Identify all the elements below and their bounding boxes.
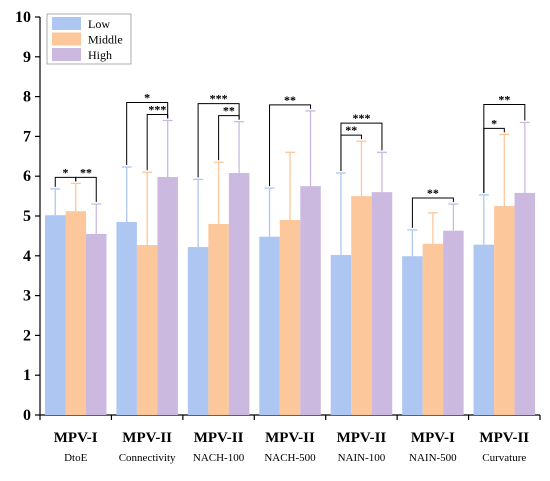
bar bbox=[371, 192, 393, 415]
y-tick-label: 8 bbox=[23, 89, 31, 106]
bar bbox=[473, 244, 495, 415]
bar bbox=[422, 243, 444, 415]
bars bbox=[45, 173, 536, 415]
group-label-sub: DtoE bbox=[64, 452, 88, 464]
y-tick-label: 0 bbox=[23, 407, 31, 424]
significance-bracket bbox=[411, 197, 454, 228]
bar bbox=[208, 223, 229, 415]
group-label-sub: NAIN-500 bbox=[409, 452, 457, 464]
group-label-sub: NAIN-100 bbox=[338, 452, 386, 464]
x-axis-labels: MPV-I DtoE MPV-II Connectivity MPV-II NACH-10… bbox=[54, 430, 530, 464]
significance-label: ** bbox=[345, 123, 357, 137]
y-tick-label: 4 bbox=[23, 248, 31, 265]
group-label-main: MPV-I bbox=[411, 430, 455, 446]
bar bbox=[351, 196, 372, 415]
y-tick-label: 9 bbox=[23, 49, 31, 66]
group-label-main: MPV-II bbox=[122, 430, 172, 446]
legend-label: Middle bbox=[88, 33, 123, 47]
y-tick-label: 7 bbox=[23, 128, 31, 145]
significance-bracket bbox=[269, 104, 312, 187]
legend-swatch bbox=[52, 32, 81, 46]
y-tick-label: 10 bbox=[15, 9, 31, 26]
bar bbox=[279, 219, 301, 415]
significance-bracket bbox=[146, 113, 169, 171]
significance-brackets: * *********************** bbox=[54, 90, 526, 228]
significance-label: *** bbox=[148, 102, 166, 116]
bar bbox=[228, 173, 250, 415]
significance-label: ** bbox=[427, 186, 439, 200]
error-bars bbox=[50, 110, 530, 257]
bar bbox=[187, 247, 209, 415]
bar bbox=[116, 221, 137, 415]
bar bbox=[65, 211, 86, 415]
legend-label: Low bbox=[88, 17, 110, 31]
y-tick-label: 2 bbox=[23, 327, 31, 344]
bar bbox=[86, 233, 107, 415]
group-label-sub: NACH-500 bbox=[264, 452, 316, 464]
significance-label: * bbox=[144, 90, 150, 104]
group-label-sub: Curvature bbox=[482, 452, 526, 464]
y-tick-label: 3 bbox=[23, 288, 31, 305]
group-label-main: MPV-II bbox=[265, 430, 315, 446]
group-label-sub: NACH-100 bbox=[193, 452, 245, 464]
significance-bracket bbox=[75, 176, 97, 203]
y-tick-label: 1 bbox=[23, 367, 31, 384]
significance-label: ** bbox=[80, 165, 92, 179]
significance-bracket bbox=[218, 115, 240, 161]
significance-bracket bbox=[126, 101, 169, 166]
group-label-sub: Connectivity bbox=[119, 452, 176, 464]
bar bbox=[45, 215, 66, 415]
legend-swatch bbox=[52, 48, 81, 61]
significance-label: ** bbox=[284, 93, 296, 107]
bar bbox=[300, 186, 321, 415]
bar bbox=[494, 206, 515, 415]
bar bbox=[136, 245, 158, 415]
bar bbox=[259, 236, 280, 415]
bar bbox=[443, 230, 464, 415]
significance-label: * bbox=[491, 116, 497, 130]
group-label-main: MPV-I bbox=[54, 430, 98, 446]
legend-swatch bbox=[52, 17, 81, 30]
group-label-main: MPV-II bbox=[479, 430, 529, 446]
significance-label: * bbox=[63, 165, 69, 179]
significance-label: *** bbox=[352, 111, 370, 125]
significance-label: ** bbox=[498, 92, 510, 106]
group-label-main: MPV-II bbox=[337, 430, 387, 446]
significance-bracket bbox=[483, 127, 505, 193]
bar bbox=[402, 256, 423, 415]
significance-bracket bbox=[340, 134, 362, 172]
y-tick-label: 6 bbox=[23, 168, 31, 185]
significance-label: *** bbox=[210, 92, 228, 106]
significance-label: ** bbox=[223, 104, 235, 118]
significance-bracket bbox=[197, 103, 240, 178]
bar bbox=[330, 255, 352, 415]
bar bbox=[157, 176, 178, 415]
bar bbox=[514, 192, 536, 415]
group-label-main: MPV-II bbox=[194, 430, 244, 446]
y-tick-label: 5 bbox=[23, 208, 31, 225]
legend-label: High bbox=[88, 48, 112, 62]
